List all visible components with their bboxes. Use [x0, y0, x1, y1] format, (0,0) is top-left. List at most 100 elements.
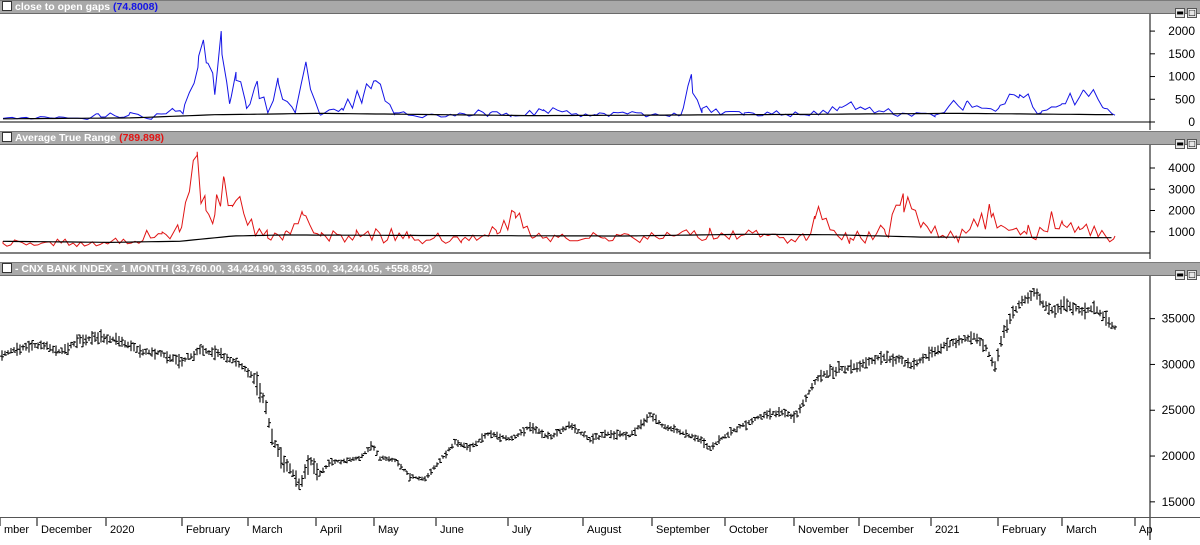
- ohlc-bar: [855, 362, 859, 373]
- ohlc-bar: [741, 422, 745, 427]
- ohlc-bar: [825, 370, 829, 378]
- ohlc-bar: [570, 423, 574, 430]
- ohlc-bar: [612, 431, 616, 440]
- ohlc-bar: [228, 357, 232, 363]
- ohlc-bar: [123, 340, 127, 348]
- ohlc-bar: [342, 458, 346, 464]
- ohlc-bar: [993, 361, 997, 372]
- ohlc-bar: [30, 340, 34, 351]
- ohlc-bar: [201, 345, 205, 356]
- ohlc-bar: [537, 428, 541, 434]
- minimize-button[interactable]: ▬: [1175, 139, 1185, 149]
- ohlc-bar: [672, 424, 676, 433]
- atr-pane-title: Average True Range (789.898): [2, 132, 164, 145]
- gaps-value: (74.8008): [113, 1, 158, 13]
- maximize-button[interactable]: □: [1187, 270, 1197, 280]
- ohlc-bar: [534, 425, 538, 434]
- ohlc-bar: [873, 355, 877, 365]
- ohlc-bar: [516, 433, 520, 438]
- x-axis: mber December 2020 February March April May Jun…: [0, 517, 1200, 540]
- ohlc-bar: [438, 458, 442, 464]
- ohlc-bar: [309, 457, 313, 466]
- maximize-button[interactable]: □: [1187, 139, 1197, 149]
- ohlc-bar: [129, 340, 133, 352]
- ohlc-bar: [558, 428, 562, 434]
- ohlc-bar: [885, 350, 889, 364]
- x-tick-label: April: [320, 524, 342, 536]
- minimize-button[interactable]: ▬: [1175, 8, 1185, 18]
- ohlc-bar: [567, 421, 571, 429]
- ohlc-bar: [462, 442, 466, 449]
- ohlc-bar: [666, 424, 670, 432]
- ohlc-bar: [603, 429, 607, 438]
- ohlc-bar: [243, 365, 247, 372]
- ohlc-bar: [615, 429, 619, 440]
- ohlc-bar: [162, 352, 166, 358]
- ohlc-bar: [372, 445, 376, 451]
- ohlc-bar: [507, 437, 511, 441]
- x-tick-label: December: [863, 524, 914, 536]
- ohlc-bar: [213, 345, 217, 361]
- ohlc-bar: [492, 431, 496, 438]
- ohlc-bar: [405, 470, 409, 476]
- atr-value: (789.898): [119, 132, 165, 144]
- ohlc-bar: [453, 438, 457, 445]
- ohlc-bar: [147, 349, 151, 355]
- maximize-button[interactable]: □: [1187, 8, 1197, 18]
- ohlc-bar: [990, 357, 994, 367]
- ohlc-bar: [297, 478, 301, 491]
- ohlc-bar: [189, 353, 193, 360]
- ohlc-bar: [330, 457, 334, 466]
- ohlc-bar: [150, 347, 154, 357]
- ohlc-bar: [306, 455, 310, 475]
- ohlc-bar: [834, 366, 838, 377]
- ohlc-bar: [909, 362, 913, 369]
- price-value: (33,760.00, 34,424.90, 33,635.00, 34,244…: [171, 263, 433, 275]
- pane-icon[interactable]: [2, 263, 12, 273]
- ohlc-bar: [300, 475, 304, 487]
- ohlc-bar: [723, 434, 727, 439]
- ohlc-bar: [849, 359, 853, 374]
- ohlc-bar: [180, 356, 184, 367]
- x-tick-label: December: [41, 524, 92, 536]
- ohlc-bar: [903, 359, 907, 367]
- ohlc-bar: [369, 441, 373, 451]
- ohlc-bar: [900, 355, 904, 365]
- ohlc-bar: [240, 363, 244, 370]
- ohlc-bar: [591, 433, 595, 444]
- ohlc-bar: [315, 463, 319, 481]
- ohlc-bar: [270, 428, 274, 446]
- ohlc-bar: [1104, 310, 1108, 326]
- ohlc-bar: [183, 357, 187, 362]
- minimize-button[interactable]: ▬: [1175, 270, 1185, 280]
- ohlc-bar: [252, 373, 256, 385]
- pane-icon[interactable]: [2, 132, 12, 142]
- price-plot: 15000 20000 25000 30000 35000: [0, 276, 1200, 517]
- ohlc-bar: [504, 435, 508, 441]
- ohlc-bar: [21, 344, 25, 351]
- atr-pane-header: Average True Range (789.898) ▬ □: [0, 131, 1200, 149]
- ohlc-bar: [954, 338, 958, 349]
- ohlc-bar: [411, 474, 415, 479]
- ohlc-bar: [78, 334, 82, 344]
- ohlc-bar: [840, 366, 844, 371]
- atr-pane: Average True Range (789.898) ▬ □ 1000 2000…: [0, 131, 1200, 259]
- ohlc-bar: [465, 443, 469, 451]
- ohlc-bar: [642, 418, 646, 427]
- ohlc-bar: [597, 434, 601, 441]
- ohlc-bar: [870, 357, 874, 365]
- ohlc-bar: [1014, 305, 1018, 313]
- moving-average-line: [3, 112, 1113, 120]
- ohlc-bar: [1095, 306, 1099, 314]
- x-axis-svg: mber December 2020 February March April May Jun…: [0, 518, 1152, 540]
- ohlc-bar: [669, 426, 673, 432]
- ohlc-bar: [951, 338, 955, 347]
- ohlc-bar: [927, 346, 931, 361]
- ohlc-bar: [357, 455, 361, 461]
- ohlc-bar: [957, 335, 961, 346]
- ohlc-bar: [771, 410, 775, 416]
- pane-icon[interactable]: [2, 1, 12, 11]
- ohlc-bar: [819, 369, 823, 383]
- ohlc-bar: [45, 341, 49, 350]
- ohlc-bar: [36, 342, 40, 350]
